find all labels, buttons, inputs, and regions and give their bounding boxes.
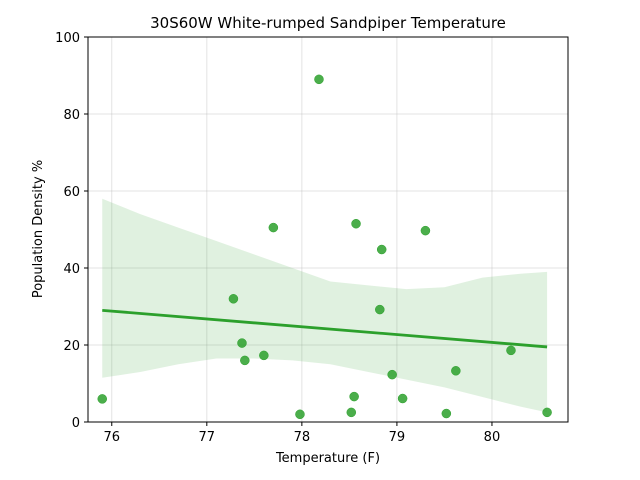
data-point [314,74,324,85]
data-point [420,225,431,236]
y-tick-label: 0 [72,416,80,431]
x-tick-label: 79 [389,430,406,445]
data-point [237,338,247,348]
data-point [240,355,250,366]
data-point [387,369,397,380]
data-points [97,74,552,420]
data-point [375,304,385,315]
confidence-band-group [102,198,548,413]
data-point [349,391,359,402]
data-point [97,394,108,404]
data-point [376,244,387,255]
data-point [228,294,239,304]
x-tick-label: 76 [103,430,120,445]
x-axis-label: Temperature (F) [275,451,380,466]
y-axis-ticks: 0 20 40 60 80 100 [55,31,88,431]
y-tick-label: 80 [63,108,80,123]
data-point [268,222,279,233]
y-tick-label: 40 [63,262,80,277]
data-point [346,407,357,418]
x-tick-label: 78 [294,430,311,445]
plot-frame [87,36,569,423]
regression-line [102,308,548,349]
data-point [351,218,361,229]
y-tick-label: 60 [63,185,80,200]
data-point [295,409,305,420]
data-point [506,345,516,356]
regression-line-group [102,308,548,349]
x-axis-ticks: 76 77 78 79 80 [103,422,500,445]
data-point [542,407,552,418]
y-tick-label: 20 [63,339,80,354]
data-point [259,350,269,361]
x-tick-label: 77 [199,430,216,445]
data-point [441,408,452,419]
y-axis-label: Population Density % [31,160,46,298]
data-point [451,366,461,376]
x-tick-label: 80 [484,430,501,445]
data-point [397,393,408,404]
y-tick-label: 100 [55,31,80,46]
confidence-band [102,198,548,413]
chart-title: 30S60W White-rumped Sandpiper Temperatur… [150,14,506,32]
